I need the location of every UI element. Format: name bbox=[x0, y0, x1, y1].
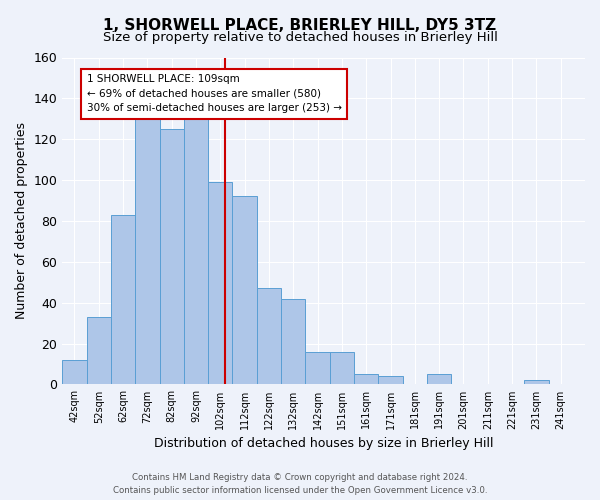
Bar bbox=[86, 317, 111, 384]
Bar bbox=[111, 215, 135, 384]
Bar bbox=[524, 380, 548, 384]
Bar bbox=[354, 374, 379, 384]
Bar bbox=[305, 352, 330, 384]
Text: 1, SHORWELL PLACE, BRIERLEY HILL, DY5 3TZ: 1, SHORWELL PLACE, BRIERLEY HILL, DY5 3T… bbox=[103, 18, 497, 32]
Bar bbox=[135, 114, 160, 384]
Y-axis label: Number of detached properties: Number of detached properties bbox=[15, 122, 28, 320]
X-axis label: Distribution of detached houses by size in Brierley Hill: Distribution of detached houses by size … bbox=[154, 437, 493, 450]
Bar bbox=[208, 182, 232, 384]
Bar bbox=[62, 360, 86, 384]
Text: Contains HM Land Registry data © Crown copyright and database right 2024.
Contai: Contains HM Land Registry data © Crown c… bbox=[113, 474, 487, 495]
Bar bbox=[427, 374, 451, 384]
Bar bbox=[257, 288, 281, 384]
Bar bbox=[330, 352, 354, 384]
Text: Size of property relative to detached houses in Brierley Hill: Size of property relative to detached ho… bbox=[103, 31, 497, 44]
Bar bbox=[160, 129, 184, 384]
Bar bbox=[232, 196, 257, 384]
Bar bbox=[281, 298, 305, 384]
Bar bbox=[379, 376, 403, 384]
Bar bbox=[184, 119, 208, 384]
Text: 1 SHORWELL PLACE: 109sqm
← 69% of detached houses are smaller (580)
30% of semi-: 1 SHORWELL PLACE: 109sqm ← 69% of detach… bbox=[86, 74, 341, 114]
